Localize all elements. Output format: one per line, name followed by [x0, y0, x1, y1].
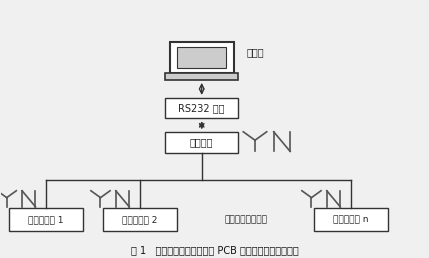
- Bar: [103, 208, 177, 231]
- Bar: [166, 98, 238, 118]
- Text: 图 1   基于无线传感器网络的 PCB 电镀电流监测系统框架: 图 1 基于无线传感器网络的 PCB 电镀电流监测系统框架: [130, 245, 299, 255]
- Bar: [166, 73, 238, 80]
- Text: 。。。。。。。。: 。。。。。。。。: [225, 215, 268, 224]
- Bar: [9, 208, 83, 231]
- Text: 汇聚节点: 汇聚节点: [190, 138, 214, 148]
- Bar: [314, 208, 388, 231]
- Text: 传感器节点 n: 传感器节点 n: [333, 215, 369, 224]
- Bar: [170, 42, 234, 73]
- Bar: [166, 132, 238, 153]
- Text: 传感器节点 2: 传感器节点 2: [122, 215, 157, 224]
- Bar: [178, 47, 226, 68]
- Text: RS232 转接: RS232 转接: [178, 103, 225, 113]
- Text: 传感器节点 1: 传感器节点 1: [28, 215, 64, 224]
- Text: 计算机: 计算机: [247, 47, 264, 58]
